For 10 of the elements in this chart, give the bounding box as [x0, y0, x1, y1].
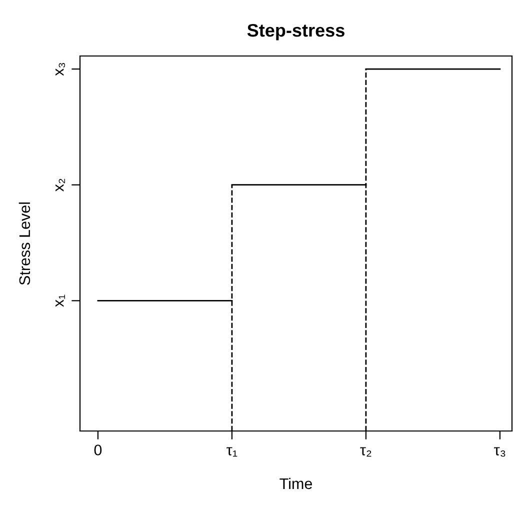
text: x₁ — [56, 294, 65, 307]
chart-title: Step-stress — [247, 24, 344, 40]
text: x₃ — [56, 62, 66, 76]
y-axis-title: Stress Level — [18, 202, 30, 285]
x-tick-label: τ₃ — [494, 447, 506, 457]
x-tick-label: τ₁ — [226, 447, 238, 457]
x-tick-label: 0 — [94, 444, 102, 456]
x-axis-title: Time — [280, 478, 312, 490]
text: x₂ — [56, 178, 65, 192]
x-tick-label: τ₂ — [360, 447, 372, 457]
